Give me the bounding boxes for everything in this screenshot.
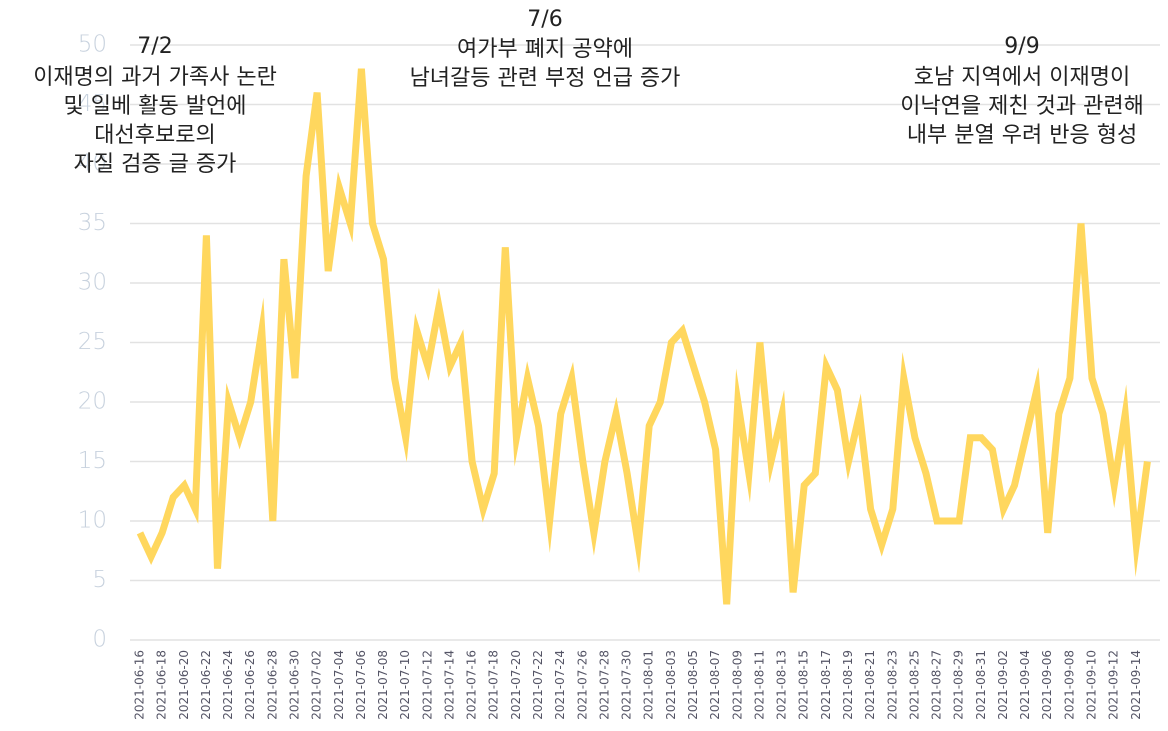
x-tick-label: 2021-07-04	[332, 650, 346, 720]
x-tick-label: 2021-07-20	[509, 650, 523, 720]
x-tick-label: 2021-08-11	[752, 650, 766, 720]
annotation-text: 이재명의 과거 가족사 논란	[33, 65, 277, 90]
x-tick-label: 2021-08-01	[642, 650, 656, 720]
annotation-text: 여가부 폐지 공약에	[457, 37, 633, 62]
x-tick-label: 2021-08-31	[974, 650, 988, 720]
y-tick-label: 45	[78, 91, 107, 117]
x-tick-label: 2021-08-15	[797, 650, 811, 720]
x-tick-label: 2021-08-13	[775, 650, 789, 720]
y-tick-label: 20	[78, 389, 107, 415]
x-tick-label: 2021-07-16	[465, 650, 479, 720]
x-tick-label: 2021-08-19	[841, 650, 855, 720]
x-tick-label: 2021-07-06	[354, 650, 368, 720]
x-tick-label: 2021-07-12	[420, 650, 434, 720]
x-tick-label: 2021-06-26	[243, 650, 257, 720]
y-tick-label: 35	[78, 210, 107, 236]
x-tick-label: 2021-09-02	[996, 650, 1010, 720]
x-tick-label: 2021-07-24	[553, 650, 567, 720]
x-tick-label: 2021-08-27	[930, 650, 944, 720]
x-tick-label: 2021-08-03	[664, 650, 678, 720]
y-tick-label: 25	[78, 329, 107, 355]
y-tick-label: 5	[92, 567, 107, 593]
x-tick-label: 2021-07-30	[620, 650, 634, 720]
annotation-date: 7/6	[527, 7, 562, 32]
x-tick-label: 2021-07-14	[442, 650, 456, 720]
x-tick-label: 2021-06-30	[287, 650, 301, 720]
x-tick-label: 2021-06-16	[133, 650, 147, 720]
annotation-text: 남녀갈등 관련 부정 언급 증가	[410, 66, 681, 91]
x-tick-label: 2021-08-17	[819, 650, 833, 720]
x-tick-label: 2021-07-08	[376, 650, 390, 720]
annotation-text: 및 일베 활동 발언에	[64, 94, 247, 119]
x-tick-label: 2021-09-04	[1018, 650, 1032, 720]
x-tick-label: 2021-08-29	[952, 650, 966, 720]
x-tick-label: 2021-09-12	[1107, 650, 1121, 720]
x-tick-label: 2021-09-08	[1062, 650, 1076, 720]
data-line	[136, 68, 1151, 605]
annotation-date: 7/2	[137, 34, 172, 59]
x-tick-label: 2021-07-26	[575, 650, 589, 720]
x-tick-label: 2021-07-10	[398, 650, 412, 720]
x-tick-label: 2021-06-18	[155, 650, 169, 720]
x-tick-label: 2021-08-21	[863, 650, 877, 720]
annotation-text: 자질 검증 글 증가	[74, 152, 237, 177]
y-tick-label: 50	[78, 32, 107, 58]
x-tick-label: 2021-06-28	[265, 650, 279, 720]
y-tick-label: 15	[78, 448, 107, 474]
x-tick-label: 2021-08-23	[885, 650, 899, 720]
x-tick-label: 2021-07-02	[310, 650, 324, 720]
x-tick-label: 2021-06-20	[177, 650, 191, 720]
annotation-date: 9/9	[1004, 34, 1039, 59]
x-tick-label: 2021-06-24	[221, 650, 235, 720]
annotation-text: 호남 지역에서 이재명이	[914, 65, 1130, 90]
x-tick-label: 2021-08-25	[907, 650, 921, 720]
y-tick-label: 30	[78, 270, 107, 296]
x-tick-label: 2021-07-22	[531, 650, 545, 720]
x-tick-label: 2021-06-22	[199, 650, 213, 720]
x-tick-label: 2021-08-05	[686, 650, 700, 720]
annotation-text: 대선후보로의	[94, 123, 215, 148]
x-tick-label: 2021-08-07	[708, 650, 722, 720]
x-tick-label: 2021-08-09	[730, 650, 744, 720]
annotation-text: 이낙연을 제친 것과 관련해	[900, 94, 1144, 119]
x-tick-label: 2021-09-06	[1040, 650, 1054, 720]
x-tick-label: 2021-07-18	[487, 650, 501, 720]
y-tick-label: 0	[92, 627, 107, 653]
x-tick-label: 2021-09-10	[1085, 650, 1099, 720]
x-tick-label: 2021-09-14	[1129, 650, 1143, 720]
x-tick-label: 2021-07-28	[597, 650, 611, 720]
annotation-text: 내부 분열 우려 반응 형성	[907, 123, 1137, 148]
y-tick-label: 10	[78, 508, 107, 534]
y-tick-label: 40	[78, 151, 107, 177]
